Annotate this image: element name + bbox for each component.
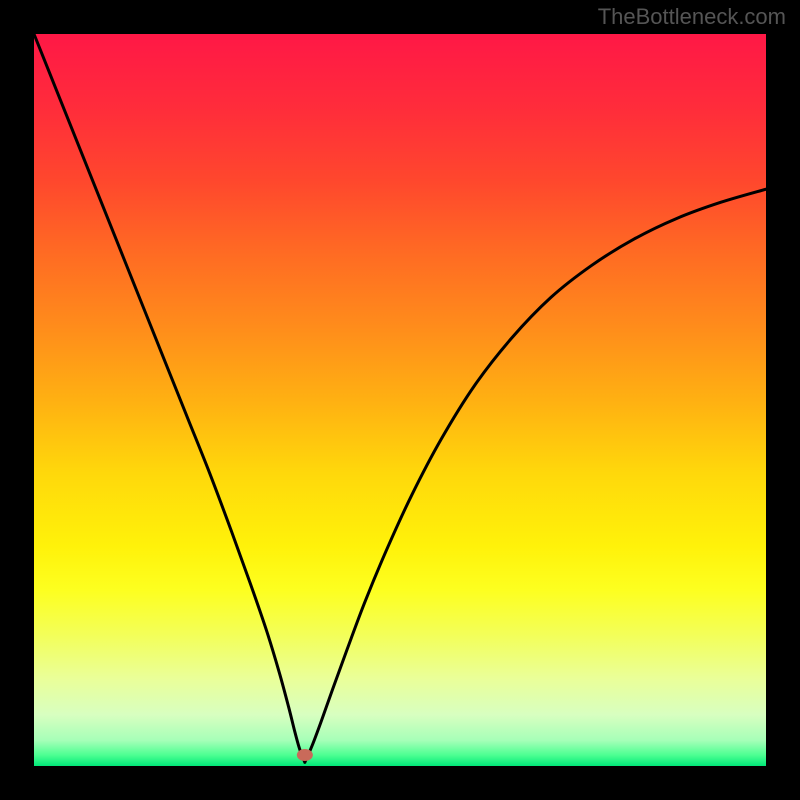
curve-min-marker — [297, 749, 313, 761]
watermark-text: TheBottleneck.com — [598, 4, 786, 30]
chart-background — [34, 34, 766, 766]
chart-stage: TheBottleneck.com — [0, 0, 800, 800]
bottleneck-chart — [0, 0, 800, 800]
